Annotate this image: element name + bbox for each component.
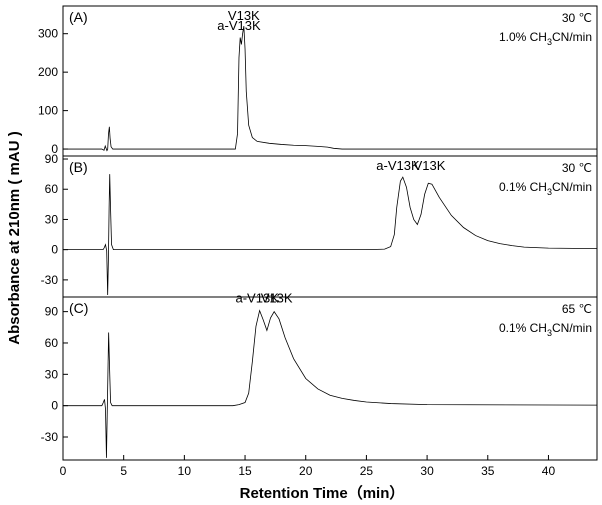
chromatogram-trace — [63, 309, 598, 458]
gradient-text-part: 1.0% CH — [499, 30, 547, 44]
peak-label: V13K — [261, 291, 293, 306]
x-tick-label: 5 — [120, 464, 127, 478]
panel-a: 0 100 200 300 (A) 30 ℃ 1.0% CH3CN/min a-V13KV13… — [38, 5, 598, 157]
y-tick-label: 200 — [38, 65, 58, 79]
panel-label: (C) — [69, 300, 88, 316]
panel-label: (A) — [69, 9, 88, 25]
x-tick-label: 0 — [60, 464, 67, 478]
gradient-text-part: CN/min — [552, 30, 592, 44]
gradient-label: 0.1% CH3CN/min — [499, 321, 592, 338]
panel-c: -30 0 30 60 90 (C) 65 ℃ 0.1% CH3CN/min a-V13KV13… — [41, 291, 598, 461]
y-tick-label: 60 — [45, 336, 59, 350]
peak-label: a-V13K — [235, 291, 279, 306]
panel-label: (B) — [69, 159, 88, 175]
x-tick-label: 40 — [542, 464, 556, 478]
peak-label: V13K — [414, 158, 446, 173]
x-tick-label: 25 — [360, 464, 374, 478]
gradient-text-part: CN/min — [552, 180, 592, 194]
peak-label: V13K — [228, 8, 260, 23]
x-tick-label: 20 — [299, 464, 313, 478]
y-tick-label: -30 — [41, 273, 59, 287]
x-axis: 0 5 10 15 20 25 30 35 40 — [60, 455, 556, 478]
gradient-text-part: CN/min — [552, 321, 592, 335]
panel-frame — [62, 155, 598, 298]
y-tick-label: -30 — [41, 430, 59, 444]
y-tick-label: 60 — [45, 182, 59, 196]
y-tick-label: 100 — [38, 104, 58, 118]
chromatogram-trace — [63, 25, 597, 152]
x-tick-label: 35 — [481, 464, 495, 478]
temperature-label: 30 ℃ — [562, 161, 592, 175]
y-tick-label: 0 — [51, 142, 58, 156]
gradient-subscript: 3 — [547, 328, 552, 338]
x-tick-label: 10 — [178, 464, 192, 478]
panel-frame — [62, 5, 598, 157]
y-tick-label: 30 — [45, 212, 59, 226]
panel-frame — [62, 296, 598, 461]
y-tick-label: 90 — [45, 152, 59, 166]
panel-b: -30 0 30 60 90 (B) 30 ℃ 0.1% CH3CN/min a-V13KV13… — [41, 152, 598, 298]
gradient-text-part: 0.1% CH — [499, 321, 547, 335]
gradient-label: 0.1% CH3CN/min — [499, 180, 592, 197]
chromatogram-trace — [63, 174, 598, 295]
gradient-subscript: 3 — [547, 187, 552, 197]
temperature-label: 30 ℃ — [562, 11, 592, 25]
y-tick-label: 0 — [51, 399, 58, 413]
y-tick-label: 90 — [45, 305, 59, 319]
y-axis-title: Absorbance at 210nm ( mAU ) — [6, 131, 23, 344]
gradient-label: 1.0% CH3CN/min — [499, 30, 592, 47]
y-tick-label: 0 — [51, 243, 58, 257]
x-tick-label: 30 — [420, 464, 434, 478]
temperature-label: 65 ℃ — [562, 302, 592, 316]
peak-label: a-V13K — [217, 18, 261, 33]
gradient-text-part: 0.1% CH — [499, 180, 547, 194]
y-tick-label: 300 — [38, 27, 58, 41]
x-tick-label: 15 — [238, 464, 252, 478]
x-axis-title: Retention Time（min） — [240, 484, 405, 502]
peak-label: a-V13K — [376, 158, 420, 173]
y-tick-label: 30 — [45, 367, 59, 381]
gradient-subscript: 3 — [547, 37, 552, 47]
